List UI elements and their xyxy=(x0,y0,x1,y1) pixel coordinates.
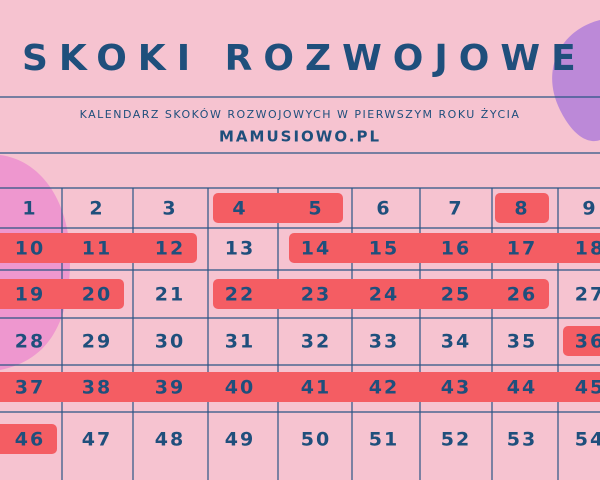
week-number: 36 xyxy=(575,331,600,353)
week-number: 32 xyxy=(301,331,331,353)
week-number: 1 xyxy=(22,198,37,220)
leap-highlight xyxy=(495,193,549,223)
week-number: 17 xyxy=(507,238,537,260)
leap-highlight xyxy=(563,326,600,356)
week-number: 37 xyxy=(15,377,45,399)
week-number: 18 xyxy=(575,238,600,260)
week-number: 54 xyxy=(575,429,600,451)
week-number: 25 xyxy=(441,284,471,306)
week-number: 51 xyxy=(369,429,399,451)
week-number: 47 xyxy=(82,429,112,451)
week-number: 8 xyxy=(514,198,529,220)
week-number: 48 xyxy=(155,429,185,451)
week-number: 2 xyxy=(89,198,104,220)
leap-highlight xyxy=(0,372,600,402)
leap-highlight xyxy=(0,279,124,309)
week-number: 50 xyxy=(301,429,331,451)
week-number: 26 xyxy=(507,284,537,306)
leap-highlight xyxy=(0,233,197,263)
week-number: 29 xyxy=(82,331,112,353)
leap-highlight xyxy=(289,233,600,263)
week-number: 44 xyxy=(507,377,537,399)
week-number: 43 xyxy=(441,377,471,399)
week-number: 14 xyxy=(301,238,331,260)
week-number: 13 xyxy=(225,238,255,260)
week-number: 39 xyxy=(155,377,185,399)
leap-highlight xyxy=(213,279,549,309)
site: MAMUSIOWO.PL xyxy=(219,128,381,146)
week-number: 7 xyxy=(448,198,463,220)
week-number: 42 xyxy=(369,377,399,399)
week-number: 30 xyxy=(155,331,185,353)
week-number: 38 xyxy=(82,377,112,399)
purple-blob xyxy=(552,20,600,142)
leap-highlight xyxy=(0,424,57,454)
week-number: 34 xyxy=(441,331,471,353)
week-number: 12 xyxy=(155,238,185,260)
week-number: 22 xyxy=(225,284,255,306)
week-number: 23 xyxy=(301,284,331,306)
week-number: 45 xyxy=(575,377,600,399)
week-number: 9 xyxy=(582,198,597,220)
week-number: 15 xyxy=(369,238,399,260)
week-number: 4 xyxy=(232,198,247,220)
week-number: 6 xyxy=(376,198,391,220)
week-number: 21 xyxy=(155,284,185,306)
week-number: 31 xyxy=(225,331,255,353)
week-number: 49 xyxy=(225,429,255,451)
week-number: 53 xyxy=(507,429,537,451)
week-number: 10 xyxy=(15,238,45,260)
week-number: 24 xyxy=(369,284,399,306)
week-number: 19 xyxy=(15,284,45,306)
week-number: 40 xyxy=(225,377,255,399)
week-number: 46 xyxy=(15,429,45,451)
subtitle: KALENDARZ SKOKÓW ROZWOJOWYCH W PIERWSZYM… xyxy=(80,108,521,121)
week-number: 20 xyxy=(82,284,112,306)
title: SKOKI ROZWOJOWE xyxy=(22,38,587,79)
week-number: 33 xyxy=(369,331,399,353)
week-number: 41 xyxy=(301,377,331,399)
week-number: 27 xyxy=(575,284,600,306)
week-number: 5 xyxy=(308,198,323,220)
week-number: 16 xyxy=(441,238,471,260)
week-number: 28 xyxy=(15,331,45,353)
leap-highlight xyxy=(213,193,343,223)
week-number: 35 xyxy=(507,331,537,353)
week-number: 11 xyxy=(82,238,112,260)
week-number: 3 xyxy=(162,198,177,220)
week-number: 52 xyxy=(441,429,471,451)
